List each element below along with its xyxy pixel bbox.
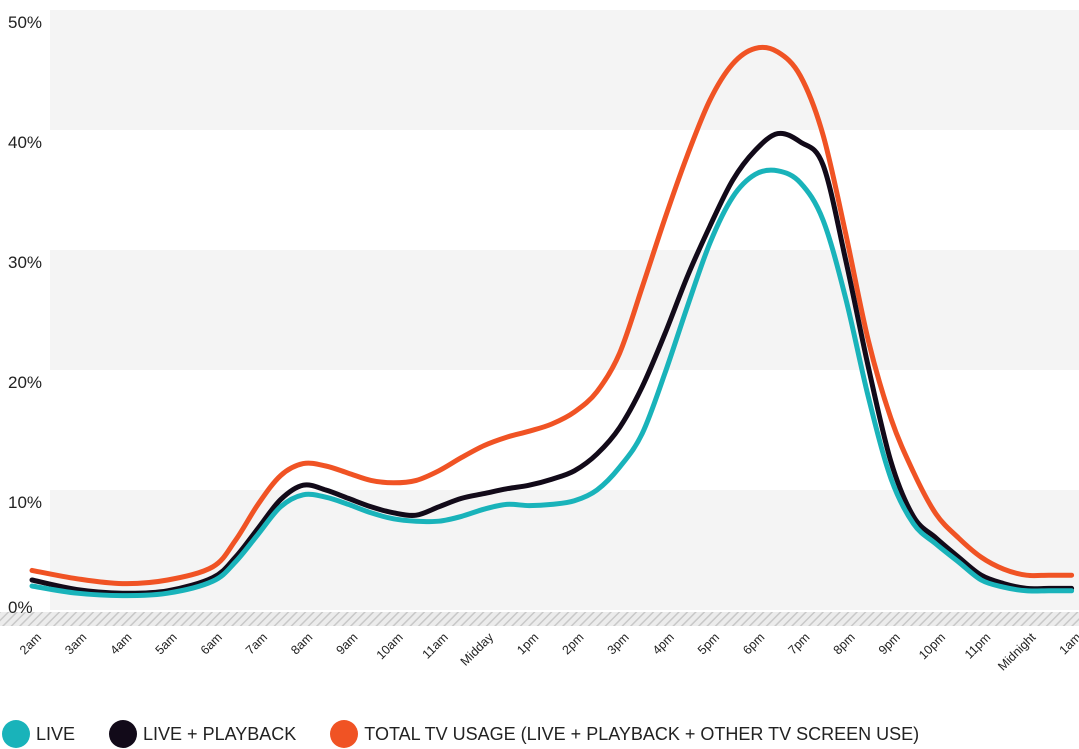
series-line-live-playback	[29, 130, 1075, 596]
legend-label-live: LIVE	[36, 723, 76, 744]
grid-bands	[50, 10, 1079, 610]
series-line-total	[29, 44, 1075, 587]
x-tick-label: 10pm	[916, 630, 948, 662]
x-tick-label: 4pm	[650, 630, 677, 657]
x-tick-label: 4am	[107, 630, 134, 657]
x-tick-label: 2am	[17, 630, 44, 657]
grid-band	[50, 130, 1079, 250]
legend-label-live-playback: LIVE + PLAYBACK	[143, 723, 297, 744]
legend-dot-live	[2, 720, 30, 748]
x-tick-label: Midday	[458, 630, 497, 669]
x-tick-label: 9am	[333, 630, 360, 657]
grid-band	[50, 250, 1079, 370]
zero-axis-hatch	[0, 612, 1079, 626]
y-tick-label: 0%	[8, 598, 33, 617]
legend-dot-live-playback	[109, 720, 138, 748]
legend-label-total: TOTAL TV USAGE (LIVE + PLAYBACK + OTHER …	[364, 723, 920, 744]
x-tick-label: 5am	[153, 630, 180, 657]
x-tick-label: 7pm	[785, 630, 812, 657]
x-tick-label: 7am	[243, 630, 270, 657]
y-axis-ticks: 0% 10% 20% 30% 40% 50%	[8, 13, 42, 617]
x-axis-ticks: 2am 3am 4am 5am 6am 7am 8am 9am 10am 11am Midday 1p…	[17, 630, 1079, 674]
grid-band	[50, 370, 1079, 490]
x-tick-label: 8pm	[831, 630, 858, 657]
x-tick-label: 5pm	[695, 630, 722, 657]
legend-item-total: TOTAL TV USAGE (LIVE + PLAYBACK + OTHER …	[330, 720, 919, 748]
series-lines	[29, 44, 1075, 599]
zero-hatch-strip	[0, 612, 1079, 626]
x-tick-label: 3am	[62, 630, 89, 657]
x-tick-label: 1am	[1057, 630, 1079, 657]
y-tick-label: 40%	[8, 133, 42, 152]
x-tick-label: 9pm	[876, 630, 903, 657]
y-tick-label: 10%	[8, 493, 42, 512]
line-chart: 0% 10% 20% 30% 40% 50% 2am 3am 4am 5am 6am 7am 8am 9…	[0, 10, 1079, 674]
x-tick-label: 1pm	[514, 630, 541, 657]
x-tick-label: Midnight	[995, 630, 1039, 674]
legend: LIVE LIVE + PLAYBACK TOTAL TV USAGE (LIV…	[0, 720, 1079, 748]
x-tick-label: 6pm	[740, 630, 767, 657]
legend-item-live: LIVE	[2, 720, 75, 748]
x-tick-label: 10am	[374, 630, 406, 662]
legend-dot-total	[330, 720, 359, 748]
series-line-live	[29, 167, 1075, 599]
y-tick-label: 50%	[8, 13, 42, 32]
legend-item-live-playback: LIVE + PLAYBACK	[109, 720, 296, 748]
x-tick-label: 6am	[198, 630, 225, 657]
x-tick-label: 11am	[420, 630, 451, 661]
y-tick-label: 20%	[8, 373, 42, 392]
x-tick-label: 11pm	[962, 630, 993, 661]
x-tick-label: 8am	[288, 630, 315, 657]
grid-band	[50, 10, 1079, 130]
y-tick-label: 30%	[8, 253, 42, 272]
x-tick-label: 2pm	[559, 630, 586, 657]
grid-band	[50, 490, 1079, 610]
x-tick-label: 3pm	[605, 630, 632, 657]
